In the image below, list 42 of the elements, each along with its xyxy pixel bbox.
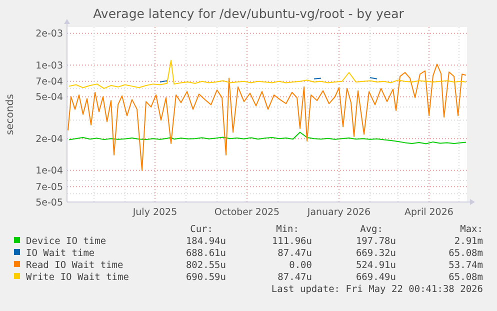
y-tick-label: 7e-04 [36,76,63,88]
text: 87.47u [278,272,312,283]
text: Last update: Fri May 22 00:41:38 2026 [271,284,484,295]
y-tick-label: 1e-03 [36,60,63,72]
text: 690.59u [186,272,226,283]
text: 524.91u [356,260,396,271]
text: 669.49u [356,272,396,283]
legend-label: IO Wait time [26,248,95,259]
x-tick-label: January 2026 [306,207,371,218]
y-tick-label: 2e-04 [36,134,63,145]
line-series [68,64,466,171]
text: 184.94u [186,236,226,247]
legend-label: Write IO Wait time [26,272,130,283]
text: 87.47u [278,248,312,259]
text: Cur: [190,224,213,235]
text: 197.78u [356,236,396,247]
line-series [68,132,466,144]
text: 802.55u [186,260,226,271]
x-tick-label: October 2025 [214,207,280,218]
text: 65.08m [448,248,484,259]
y-axis-title: seconds [5,94,16,135]
text: 669.32u [356,248,396,259]
text: 0.00 [289,260,312,271]
text: 688.61u [186,248,226,259]
x-tick-label: July 2025 [132,207,178,218]
y-tick-label: 5e-04 [36,92,63,104]
line-series [68,60,466,89]
y-tick-label: 1e-04 [36,166,63,177]
chart-title: Average latency for /dev/ubuntu-vg/root - by year [93,6,405,21]
text: Max: [460,224,483,235]
text: 65.08m [448,272,484,283]
text: Avg: [360,224,383,235]
text: 2.91m [454,236,484,247]
text: Min: [276,224,299,235]
y-tick-label: 2e-03 [36,28,63,40]
y-tick-label: 7e-05 [36,182,63,193]
text: 53.74m [448,260,484,271]
text: 111.96u [272,236,312,247]
y-tick-label: 5e-05 [36,197,63,208]
x-tick-label: April 2026 [404,207,454,218]
legend-label: Read IO Wait time [26,260,124,271]
legend-label: Device IO time [26,236,106,247]
